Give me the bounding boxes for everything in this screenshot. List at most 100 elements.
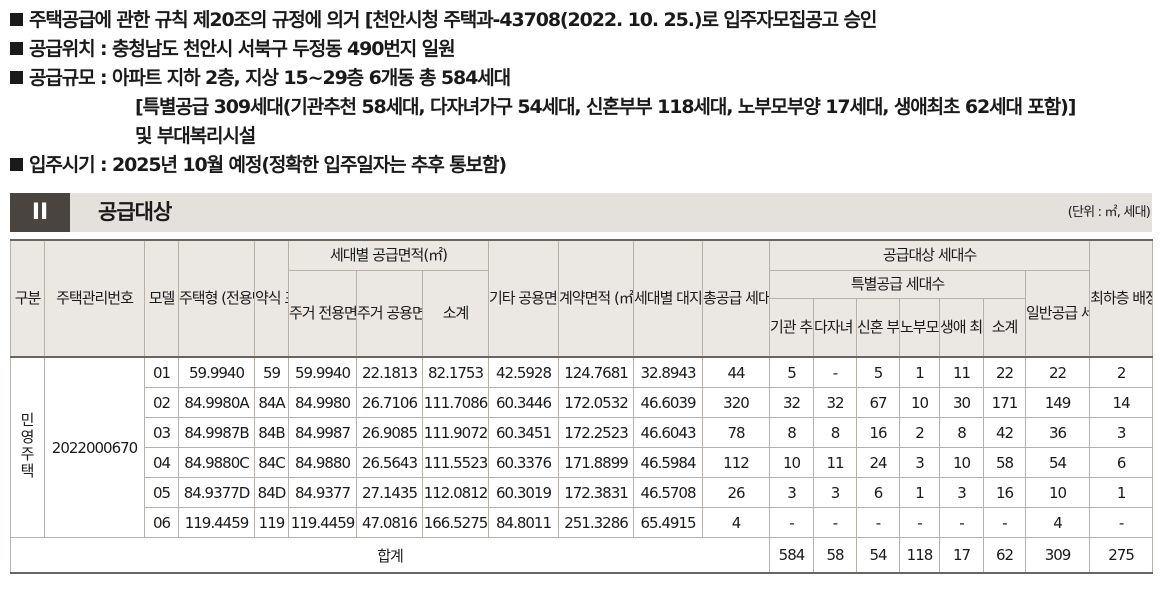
cell-total: 26 <box>702 477 770 508</box>
cell-first: 10 <box>939 447 984 478</box>
cell-inst: 10 <box>769 447 814 478</box>
cell-short: 84A <box>254 387 289 418</box>
total-newlywed: 118 <box>899 537 940 574</box>
table-row: 04 84.9880C 84C 84.9880 26.5643 111.5523 60.33… <box>11 447 1154 478</box>
cell-general: 22 <box>1024 356 1091 388</box>
cell-multi: - <box>813 507 857 538</box>
cell-type: 119.4459 <box>178 507 255 538</box>
cell-newlywed: 16 <box>856 417 900 448</box>
cell-lowest: 6 <box>1089 447 1154 478</box>
square-bullet-icon <box>10 42 23 55</box>
cell-contract: 251.3286 <box>558 507 634 538</box>
cell-other: 84.8011 <box>488 507 559 538</box>
cell-common: 26.7106 <box>356 387 423 418</box>
cell-other: 42.5928 <box>488 356 559 388</box>
cell-type: 84.9987B <box>178 417 255 448</box>
section-number: II <box>10 193 70 232</box>
cell-sp_sub: 22 <box>983 356 1026 388</box>
cell-land: 46.6039 <box>633 387 703 418</box>
cell-sp_sub: - <box>983 507 1026 538</box>
cell-gubun: 민영주택 <box>10 356 45 538</box>
th-mgmt-no: 주택관리번호 <box>44 239 145 358</box>
cell-private: 84.9880 <box>288 447 357 478</box>
gubun-text: 민영주택 <box>18 411 36 480</box>
cell-newlywed: 5 <box>856 356 900 388</box>
cell-general: 4 <box>1024 507 1091 538</box>
cell-contract: 172.3831 <box>558 477 634 508</box>
cell-type: 84.9377D <box>178 477 255 508</box>
cell-first: 8 <box>939 417 984 448</box>
th-short: 약식 표기 <box>254 239 289 358</box>
cell-inst: - <box>769 507 814 538</box>
cell-parents: 1 <box>899 356 940 388</box>
section-title: 공급대상 <box>98 200 172 224</box>
cell-model: 04 <box>144 447 179 478</box>
cell-inst: 5 <box>769 356 814 388</box>
cell-other: 60.3019 <box>488 477 559 508</box>
cell-short: 59 <box>254 356 289 388</box>
cell-contract: 172.2523 <box>558 417 634 448</box>
info-scale-detail: [특별공급 309세대(기관추천 58세대, 다자녀가구 54세대, 신혼부부 … <box>135 96 1076 118</box>
th-sp-subtotal: 소계 <box>983 297 1026 358</box>
cell-multi: - <box>813 356 857 388</box>
th-special-group: 특별공급 세대수 <box>769 269 1026 299</box>
th-target-group: 공급대상 세대수 <box>768 239 1091 271</box>
cell-subtotal: 111.9072 <box>422 417 489 448</box>
th-private-area: 주거 전용면적 <box>288 269 357 358</box>
th-first: 생애 최초 <box>939 297 984 358</box>
info-scale: 공급규모 : 아파트 지하 2층, 지상 15~29층 6개동 총 584세대 <box>10 64 1155 93</box>
th-gubun: 구분 <box>10 239 45 358</box>
total-inst: 58 <box>813 537 857 574</box>
cell-contract: 171.8899 <box>558 447 634 478</box>
cell-total: 44 <box>702 356 770 388</box>
cell-private: 84.9377 <box>288 477 357 508</box>
cell-sp_sub: 171 <box>983 387 1026 418</box>
th-lowest: 최하층 배정 세대수 <box>1089 239 1154 358</box>
unit-note: (단위 : ㎡, 세대) <box>1067 205 1151 220</box>
cell-first: 3 <box>939 477 984 508</box>
cell-parents: 10 <box>899 387 940 418</box>
th-general: 일반공급 세대수 <box>1024 269 1091 358</box>
cell-lowest: - <box>1089 507 1154 538</box>
cell-multi: 32 <box>813 387 857 418</box>
cell-sp_sub: 16 <box>983 477 1026 508</box>
table-row: 05 84.9377D 84D 84.9377 27.1435 112.0812 60.30… <box>11 477 1154 508</box>
cell-type: 59.9940 <box>178 356 255 388</box>
cell-lowest: 14 <box>1089 387 1154 418</box>
th-subtotal: 소계 <box>422 269 489 358</box>
table-row: 06 119.4459 119 119.4459 47.0816 166.5275 84.8… <box>11 507 1154 538</box>
cell-land: 46.5708 <box>633 477 703 508</box>
cell-short: 119 <box>254 507 289 538</box>
info-move-in: 입주시기 : 2025년 10월 예정(정확한 입주일자는 추후 통보함) <box>10 151 1155 180</box>
total-first: 62 <box>983 537 1026 574</box>
cell-private: 119.4459 <box>288 507 357 538</box>
cell-total: 78 <box>702 417 770 448</box>
cell-model: 02 <box>144 387 179 418</box>
cell-private: 84.9980 <box>288 387 357 418</box>
th-house-type: 주택형 (전용면적 기준) <box>178 239 255 358</box>
square-bullet-icon <box>10 158 23 171</box>
info-move-in-text: 입주시기 : 2025년 10월 예정(정확한 입주일자는 추후 통보함) <box>29 154 507 176</box>
cell-first: 11 <box>939 356 984 388</box>
cell-land: 32.8943 <box>633 356 703 388</box>
cell-contract: 172.0532 <box>558 387 634 418</box>
announcement-info: 주택공급에 관한 규칙 제20조의 규정에 의거 [천안시청 주택과-43708… <box>10 6 1155 180</box>
cell-lowest: 1 <box>1089 477 1154 508</box>
cell-land: 65.4915 <box>633 507 703 538</box>
cell-common: 26.5643 <box>356 447 423 478</box>
cell-short: 84B <box>254 417 289 448</box>
th-contract-area: 계약면적 (㎡) <box>558 239 634 358</box>
total-label: 합계 <box>10 537 770 574</box>
th-multi: 다자녀 가구 <box>813 297 857 358</box>
cell-total: 112 <box>702 447 770 478</box>
cell-parents: - <box>899 507 940 538</box>
table-row: 02 84.9980A 84A 84.9980 26.7106 111.7086 60.34… <box>11 387 1154 418</box>
cell-subtotal: 166.5275 <box>422 507 489 538</box>
cell-general: 54 <box>1024 447 1091 478</box>
cell-total: 320 <box>702 387 770 418</box>
cell-newlywed: - <box>856 507 900 538</box>
info-scale-facilities: 및 부대복리시설 <box>135 125 256 147</box>
cell-general: 36 <box>1024 417 1091 448</box>
cell-parents: 1 <box>899 477 940 508</box>
section-banner: II 공급대상 (단위 : ㎡, 세대) <box>10 193 1152 232</box>
